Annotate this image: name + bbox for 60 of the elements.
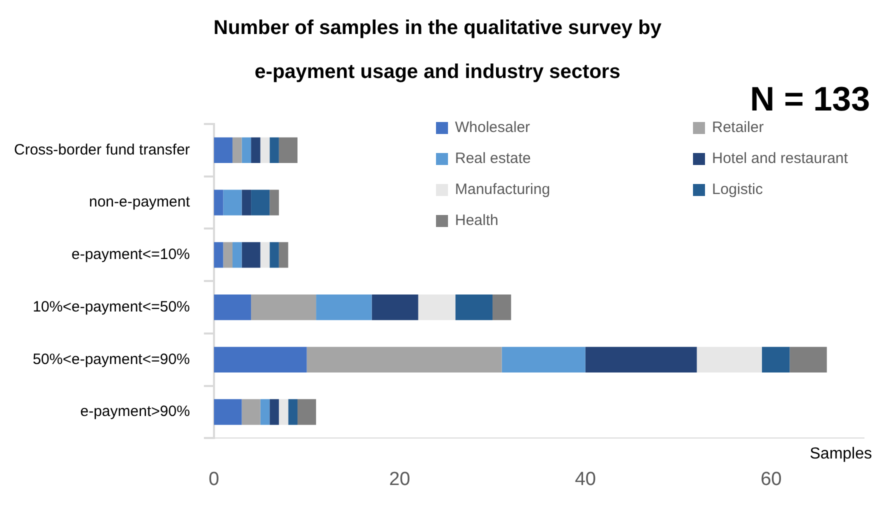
bar bbox=[232, 137, 242, 164]
legend-label: Health bbox=[455, 212, 498, 230]
bar bbox=[372, 294, 418, 320]
bar bbox=[306, 346, 502, 372]
bar bbox=[214, 294, 252, 320]
bar bbox=[242, 399, 260, 425]
bar bbox=[242, 137, 252, 164]
y-tick-label: e-payment>90% bbox=[80, 403, 190, 420]
bar bbox=[455, 294, 493, 320]
legend-label: Retailer bbox=[712, 119, 764, 136]
bar bbox=[270, 242, 279, 268]
y-tick-label: Cross-border fund transfer bbox=[14, 141, 190, 158]
legend-label: Wholesaler bbox=[455, 119, 530, 136]
bar bbox=[214, 242, 224, 268]
bar bbox=[214, 346, 307, 372]
x-tick-label: 20 bbox=[389, 468, 410, 490]
bar bbox=[251, 137, 260, 164]
text: N = 133 bbox=[750, 80, 870, 118]
bar bbox=[260, 242, 270, 268]
y-tick-label: 50%<e-payment<=90% bbox=[32, 350, 190, 368]
bar bbox=[288, 399, 298, 425]
bar bbox=[223, 190, 242, 216]
bar bbox=[260, 137, 270, 164]
bar bbox=[790, 346, 827, 372]
bar bbox=[251, 190, 270, 216]
bar bbox=[223, 242, 232, 268]
bar bbox=[316, 294, 372, 320]
bar bbox=[260, 399, 270, 425]
y-tick-label: 10%<e-payment<=50% bbox=[32, 298, 190, 316]
bar bbox=[270, 190, 279, 216]
bar bbox=[585, 346, 697, 372]
bar bbox=[278, 399, 288, 425]
bar bbox=[214, 399, 242, 425]
x-tick-label: 0 bbox=[208, 468, 220, 490]
bar bbox=[232, 242, 242, 268]
bar bbox=[270, 137, 279, 164]
bar bbox=[270, 399, 279, 425]
bar bbox=[214, 137, 232, 164]
chart-title: Number of samples in the qualitative survey by e-payment usage and industry sectors bbox=[212, 16, 662, 85]
bar bbox=[278, 242, 288, 268]
bar bbox=[214, 190, 224, 216]
bar bbox=[278, 137, 298, 164]
bar bbox=[297, 399, 316, 425]
bar bbox=[418, 294, 456, 320]
x-tick-label: 60 bbox=[760, 468, 782, 490]
x-tick-label: 40 bbox=[574, 468, 596, 490]
bar bbox=[242, 190, 252, 216]
x-axis-title: Samples bbox=[810, 446, 872, 463]
bar bbox=[242, 242, 260, 268]
bar bbox=[502, 346, 586, 372]
legend-label: Real estate bbox=[455, 150, 531, 168]
y-tick-label: non-e-payment bbox=[89, 194, 191, 211]
bar bbox=[492, 294, 512, 320]
legend-label: Hotel and restaurant bbox=[712, 150, 849, 168]
y-tick-label: e-payment<=10% bbox=[71, 246, 190, 264]
bar bbox=[696, 346, 762, 372]
bar bbox=[251, 294, 316, 320]
bar bbox=[762, 346, 790, 372]
legend-label: Manufacturing bbox=[455, 181, 550, 198]
legend-label: Logistic bbox=[712, 181, 764, 198]
